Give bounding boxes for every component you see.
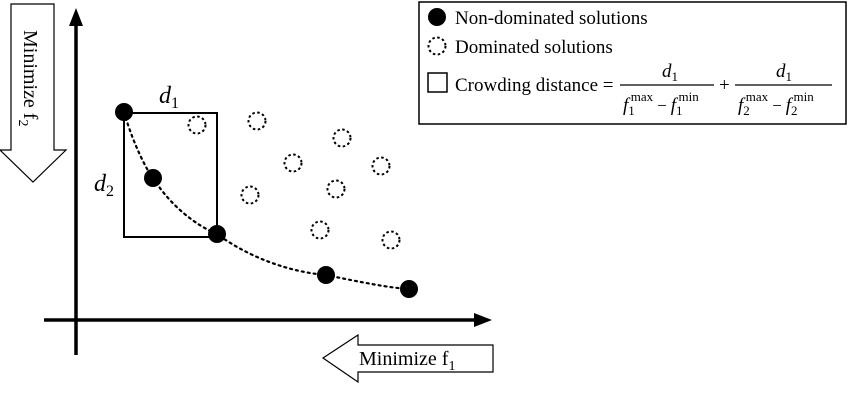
frac1-numerator: d1 [662,61,678,84]
pareto-front-curve [122,110,411,291]
dominated-point [310,220,330,240]
x-axis-arrowhead [474,313,492,327]
dominated-points [187,111,401,250]
minimize-f1-arrow [321,333,494,384]
dominated-point [332,128,352,148]
non-dominated-point [317,266,335,284]
dominated-point [247,111,267,131]
legend-dominated-icon [427,36,447,56]
legend-dominated-label: Dominated solutions [455,37,613,58]
dominated-point [326,179,346,199]
non-dominated-point [144,169,162,187]
dominated-point [381,230,401,250]
y-axis-arrowhead [69,8,83,26]
legend-non-dominated-icon [428,8,446,26]
minimize-f2-arrow [0,3,68,183]
crowding-box [123,112,218,238]
dominated-point [371,156,391,176]
frac2-denominator: f2max − f2min [738,89,814,118]
dominated-point [187,115,207,135]
frac2-numerator: d1 [776,61,792,84]
legend-box-icon [427,72,448,93]
frac1-denominator: f1max − f1min [623,89,699,118]
dominated-point [283,153,303,173]
non-dominated-point [115,103,133,121]
dominated-point [240,185,260,205]
minimize-f2-label: Minimize f2 [15,30,41,126]
plus-sign: + [719,75,730,96]
legend-box [418,1,847,125]
d1-label: d1 [159,83,179,112]
legend-crowding-label: Crowding distance = [455,75,613,96]
non-dominated-point [400,280,418,298]
non-dominated-point [208,225,226,243]
legend-non-dominated-label: Non-dominated solutions [455,8,648,29]
d2-label: d2 [94,171,114,200]
minimize-f1-label: Minimize f1 [359,348,455,374]
